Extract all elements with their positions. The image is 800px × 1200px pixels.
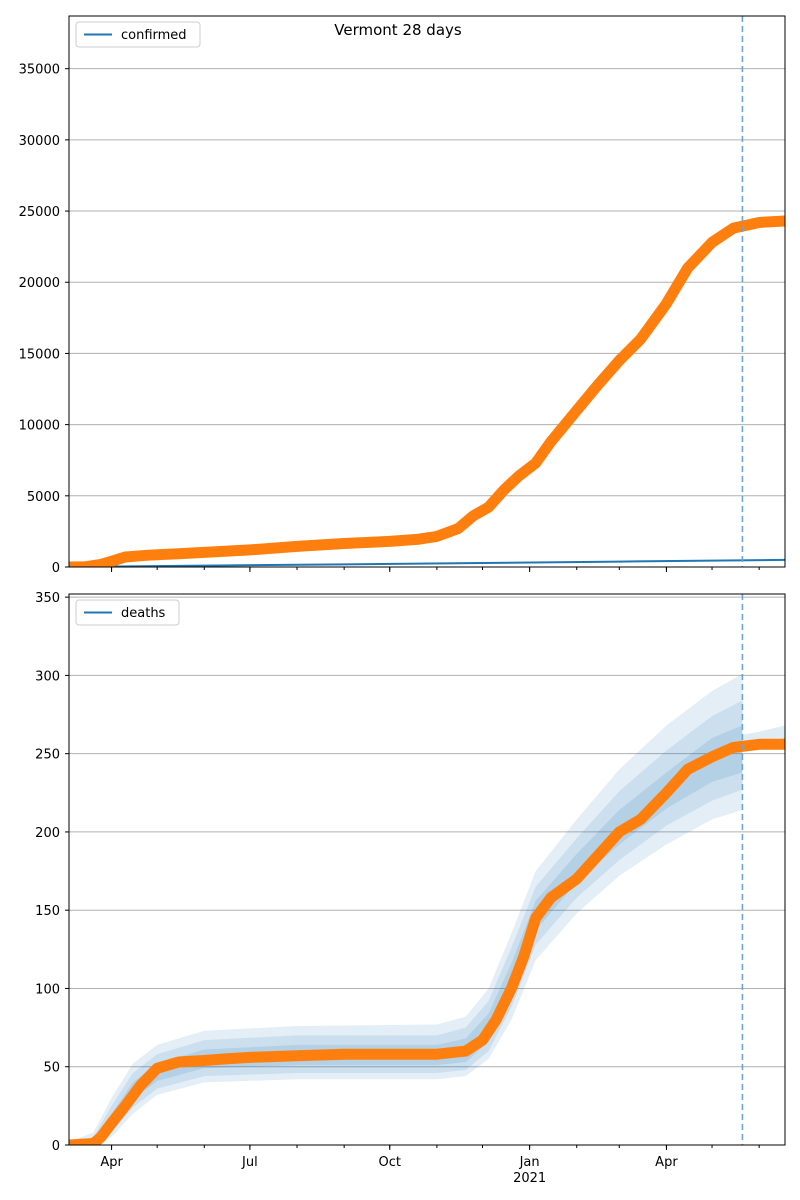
y-tick-label: 50 — [43, 1061, 60, 1076]
y-tick-label: 20000 — [19, 276, 60, 291]
band-inner — [69, 725, 743, 1145]
x-tick-label: Apr — [100, 1155, 123, 1170]
observed-series-line — [69, 215, 785, 567]
confirmed-series-line — [69, 558, 785, 567]
legend: deaths — [75, 599, 180, 626]
x-tick-label: Jan — [519, 1155, 540, 1170]
legend-box — [75, 21, 201, 48]
y-tick-label: 15000 — [19, 347, 60, 362]
y-tick-label: 0 — [52, 561, 60, 576]
y-tick-label: 0 — [52, 1139, 60, 1154]
legend-label: deaths — [121, 606, 166, 621]
y-tick-label: 5000 — [27, 490, 60, 505]
legend-box — [75, 599, 180, 626]
x-tick-label: Oct — [379, 1155, 401, 1170]
confirmed-panel: 0 5000 10000 15000 20000 25000 30000 35000 confi… — [19, 15, 786, 576]
x-tick-label: Apr — [655, 1155, 678, 1170]
y-tick-label: 200 — [35, 826, 60, 841]
x-tick-sublabel: 2021 — [513, 1171, 546, 1186]
observed-series-line — [69, 738, 785, 1145]
y-tick-label: 30000 — [19, 134, 60, 149]
y-tick-label: 300 — [35, 669, 60, 684]
axes-frame — [68, 593, 786, 1146]
x-tick-label: Jul — [241, 1155, 258, 1170]
figure-title: Vermont 28 days — [334, 21, 462, 39]
y-tick-label: 250 — [35, 748, 60, 763]
y-tick-label: 10000 — [19, 419, 60, 434]
y-tick-label: 350 — [35, 591, 60, 606]
legend-label: confirmed — [121, 28, 187, 43]
y-tick-label: 100 — [35, 982, 60, 997]
legend: confirmed — [75, 21, 201, 48]
y-tick-label: 150 — [35, 904, 60, 919]
y-tick-label: 35000 — [19, 63, 60, 78]
y-tick-label: 25000 — [19, 205, 60, 220]
axes-frame — [68, 15, 786, 568]
